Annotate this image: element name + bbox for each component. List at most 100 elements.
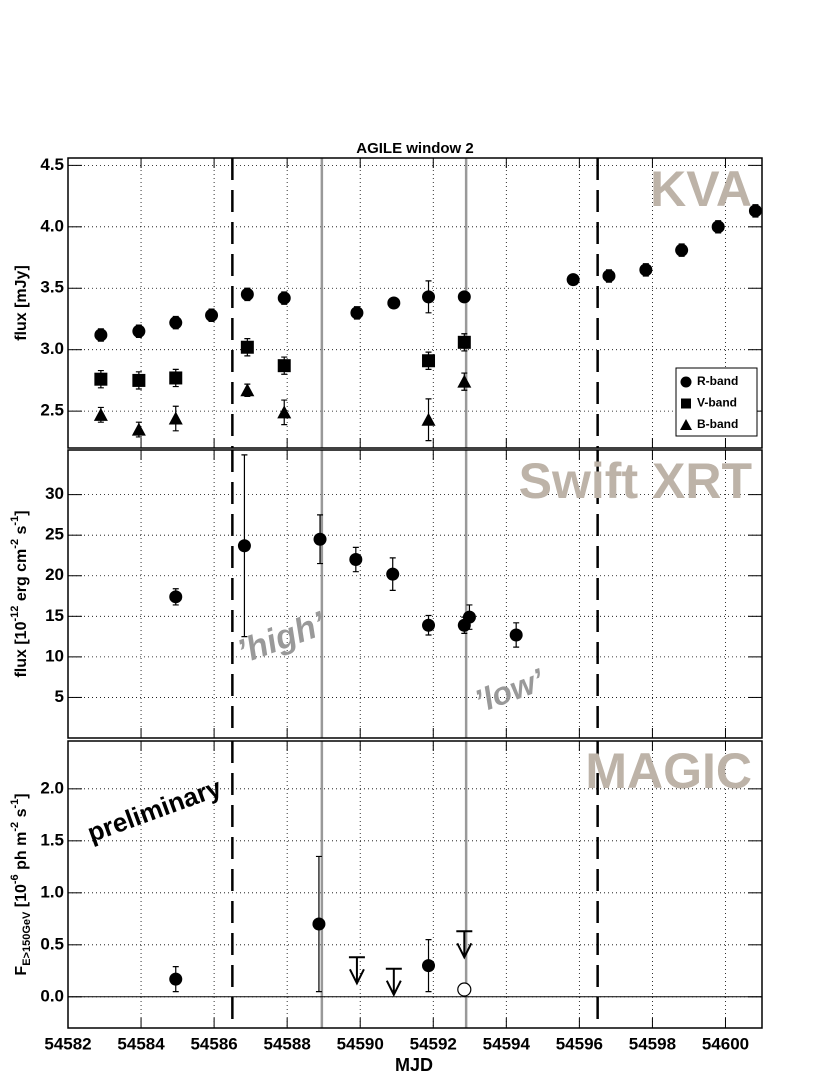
marker: [349, 553, 363, 567]
marker: [169, 371, 183, 385]
marker: [240, 287, 254, 301]
y-tick-label: 1.0: [40, 882, 64, 901]
marker: [422, 959, 436, 973]
panel: 4.5 4.0 3.5 3.0 2.5 KVA flux [mJy] R-band V-band…: [13, 155, 763, 449]
marker: [675, 243, 689, 257]
x-axis-label: MJD: [395, 1055, 433, 1075]
x-tick-label: 54596: [556, 1034, 603, 1053]
legend-marker: [681, 398, 691, 409]
marker: [421, 412, 436, 426]
marker: [237, 539, 251, 553]
y-tick-label: 0.5: [40, 934, 64, 953]
y-tick-label: 1.5: [40, 830, 64, 849]
y-axis-label-part: E>150GeV: [21, 911, 33, 966]
marker: [277, 359, 291, 373]
y-axis-label-part: [10: [13, 884, 30, 912]
y-axis-label-part: ph m: [13, 832, 30, 875]
plot-area: [68, 450, 762, 738]
y-axis-label-part: s: [13, 525, 30, 538]
legend-label: V-band: [697, 396, 737, 410]
marker: [168, 411, 183, 425]
y-tick-label: 4.0: [40, 216, 64, 235]
y-axis-label-part: -6: [9, 874, 21, 884]
y-axis-label-part: flux [10: [13, 621, 30, 677]
y-tick-label: 0.0: [40, 986, 64, 1005]
y-tick-label: 3.0: [40, 339, 64, 358]
x-tick-label: 54600: [702, 1034, 749, 1053]
y-axis-label-part: -2: [9, 822, 21, 832]
x-tick-label: 54594: [483, 1034, 531, 1053]
marker: [462, 610, 476, 624]
marker: [277, 291, 291, 305]
x-tick-label: 54598: [629, 1034, 676, 1053]
legend: R-band V-band B-band: [675, 367, 758, 437]
y-tick-label: 5: [55, 687, 64, 706]
x-tick-label: 54582: [44, 1034, 91, 1053]
marker: [169, 972, 183, 986]
frame: [67, 157, 763, 449]
marker: [457, 982, 472, 997]
marker: [422, 290, 436, 304]
marker: [457, 290, 471, 304]
y-tick-label: 2.0: [40, 778, 64, 797]
marker: [711, 220, 725, 234]
marker: [639, 263, 653, 277]
x-tick-label: 54584: [117, 1034, 165, 1053]
marker: [313, 532, 327, 546]
y-axis-label-part: -12: [9, 606, 21, 622]
plot-area: [68, 158, 762, 448]
y-axis-label-part: F: [13, 966, 30, 976]
marker: [169, 590, 183, 604]
y-tick-label: 2.5: [40, 401, 64, 420]
marker: [277, 405, 292, 419]
frame: [67, 740, 763, 1029]
y-tick-label: 15: [45, 606, 64, 625]
marker: [457, 374, 472, 388]
y-tick-label: 25: [45, 525, 64, 544]
y-tick-label: 20: [45, 565, 64, 584]
marker: [94, 372, 108, 386]
y-axis-label-part: erg cm: [13, 549, 30, 606]
legend-label: B-band: [697, 417, 738, 431]
x-tick-label: 54588: [264, 1034, 311, 1053]
marker: [169, 316, 183, 330]
legend-marker: [680, 376, 692, 388]
marker: [602, 269, 616, 283]
legend-label: R-band: [697, 374, 738, 388]
watermark: MAGIC: [585, 743, 752, 799]
watermark: Swift XRT: [519, 453, 752, 509]
marker: [205, 308, 219, 322]
panel: 54582 54584 54586 54588 54590 54592 54594 54596…: [9, 740, 763, 1053]
marker: [748, 204, 762, 218]
plot-area: [68, 741, 762, 1028]
y-axis-label-part: ]: [13, 793, 30, 798]
x-tick-label: 54592: [410, 1034, 457, 1053]
marker: [566, 273, 580, 287]
watermark: KVA: [650, 161, 752, 217]
marker: [387, 296, 401, 310]
marker: [240, 340, 254, 354]
marker: [240, 383, 255, 397]
y-axis-label: flux [mJy]: [13, 265, 30, 341]
upper-limit: [456, 930, 473, 960]
marker: [94, 328, 108, 342]
chart-title: AGILE window 2: [356, 140, 474, 157]
marker: [93, 407, 108, 421]
marker: [350, 306, 364, 320]
y-axis-label: flux [10-12 erg cm-2 s-1]: [9, 510, 30, 677]
marker: [131, 422, 146, 436]
marker: [509, 628, 523, 642]
y-axis-label-part: s: [13, 808, 30, 821]
marker: [422, 618, 436, 632]
legend-marker: [680, 419, 692, 430]
y-axis-label-part: -1: [9, 516, 21, 526]
y-axis-label-part: ]: [13, 510, 30, 515]
marker: [457, 335, 471, 349]
upper-limit: [348, 956, 365, 986]
marker: [312, 917, 326, 931]
marker: [132, 373, 146, 387]
x-tick-label: 54586: [190, 1034, 237, 1053]
y-axis-label: FE>150GeV [10-6 ph m-2 s-1]: [9, 793, 33, 975]
